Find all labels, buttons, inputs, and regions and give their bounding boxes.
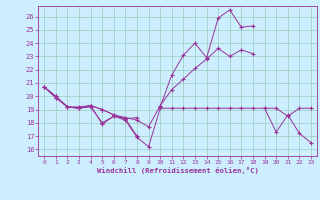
X-axis label: Windchill (Refroidissement éolien,°C): Windchill (Refroidissement éolien,°C): [97, 167, 259, 174]
